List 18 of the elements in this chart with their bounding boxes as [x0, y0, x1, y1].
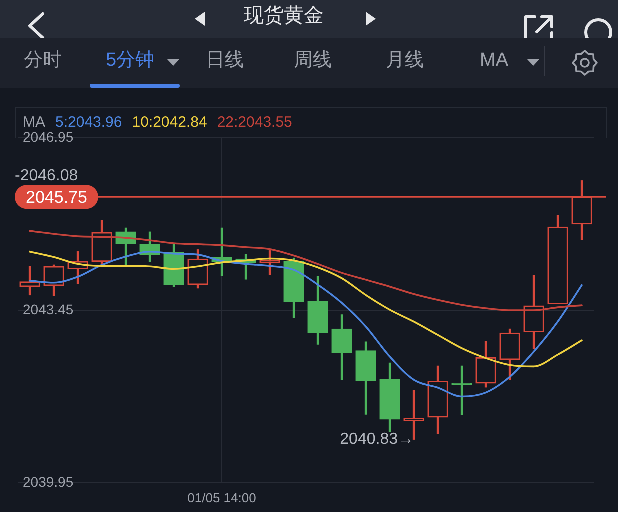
- y-tick-label: 2043.45: [23, 301, 74, 318]
- annotation: 2040.83→: [340, 431, 414, 448]
- ref-line-label: 2045.75: [26, 188, 88, 207]
- annotation: -2046.08: [15, 167, 78, 184]
- text: 5分钟: [106, 49, 155, 73]
- y-tick-label: 2046.95: [23, 128, 74, 145]
- text: 5:2043.96: [56, 114, 122, 131]
- text: 22:2043.55: [217, 114, 292, 131]
- x-tick-label: 01/05 14:00: [188, 490, 256, 506]
- text: MA: [480, 49, 508, 73]
- y-tick-label: 2039.95: [23, 474, 74, 490]
- text: 月线: [386, 49, 424, 73]
- text: 分时: [24, 49, 62, 73]
- legend-title: MA: [23, 114, 46, 131]
- text: 日线: [206, 49, 244, 73]
- text: 10:2042.84: [132, 114, 208, 131]
- chart-title: 现货黄金: [244, 4, 324, 29]
- text: 周线: [294, 49, 332, 73]
